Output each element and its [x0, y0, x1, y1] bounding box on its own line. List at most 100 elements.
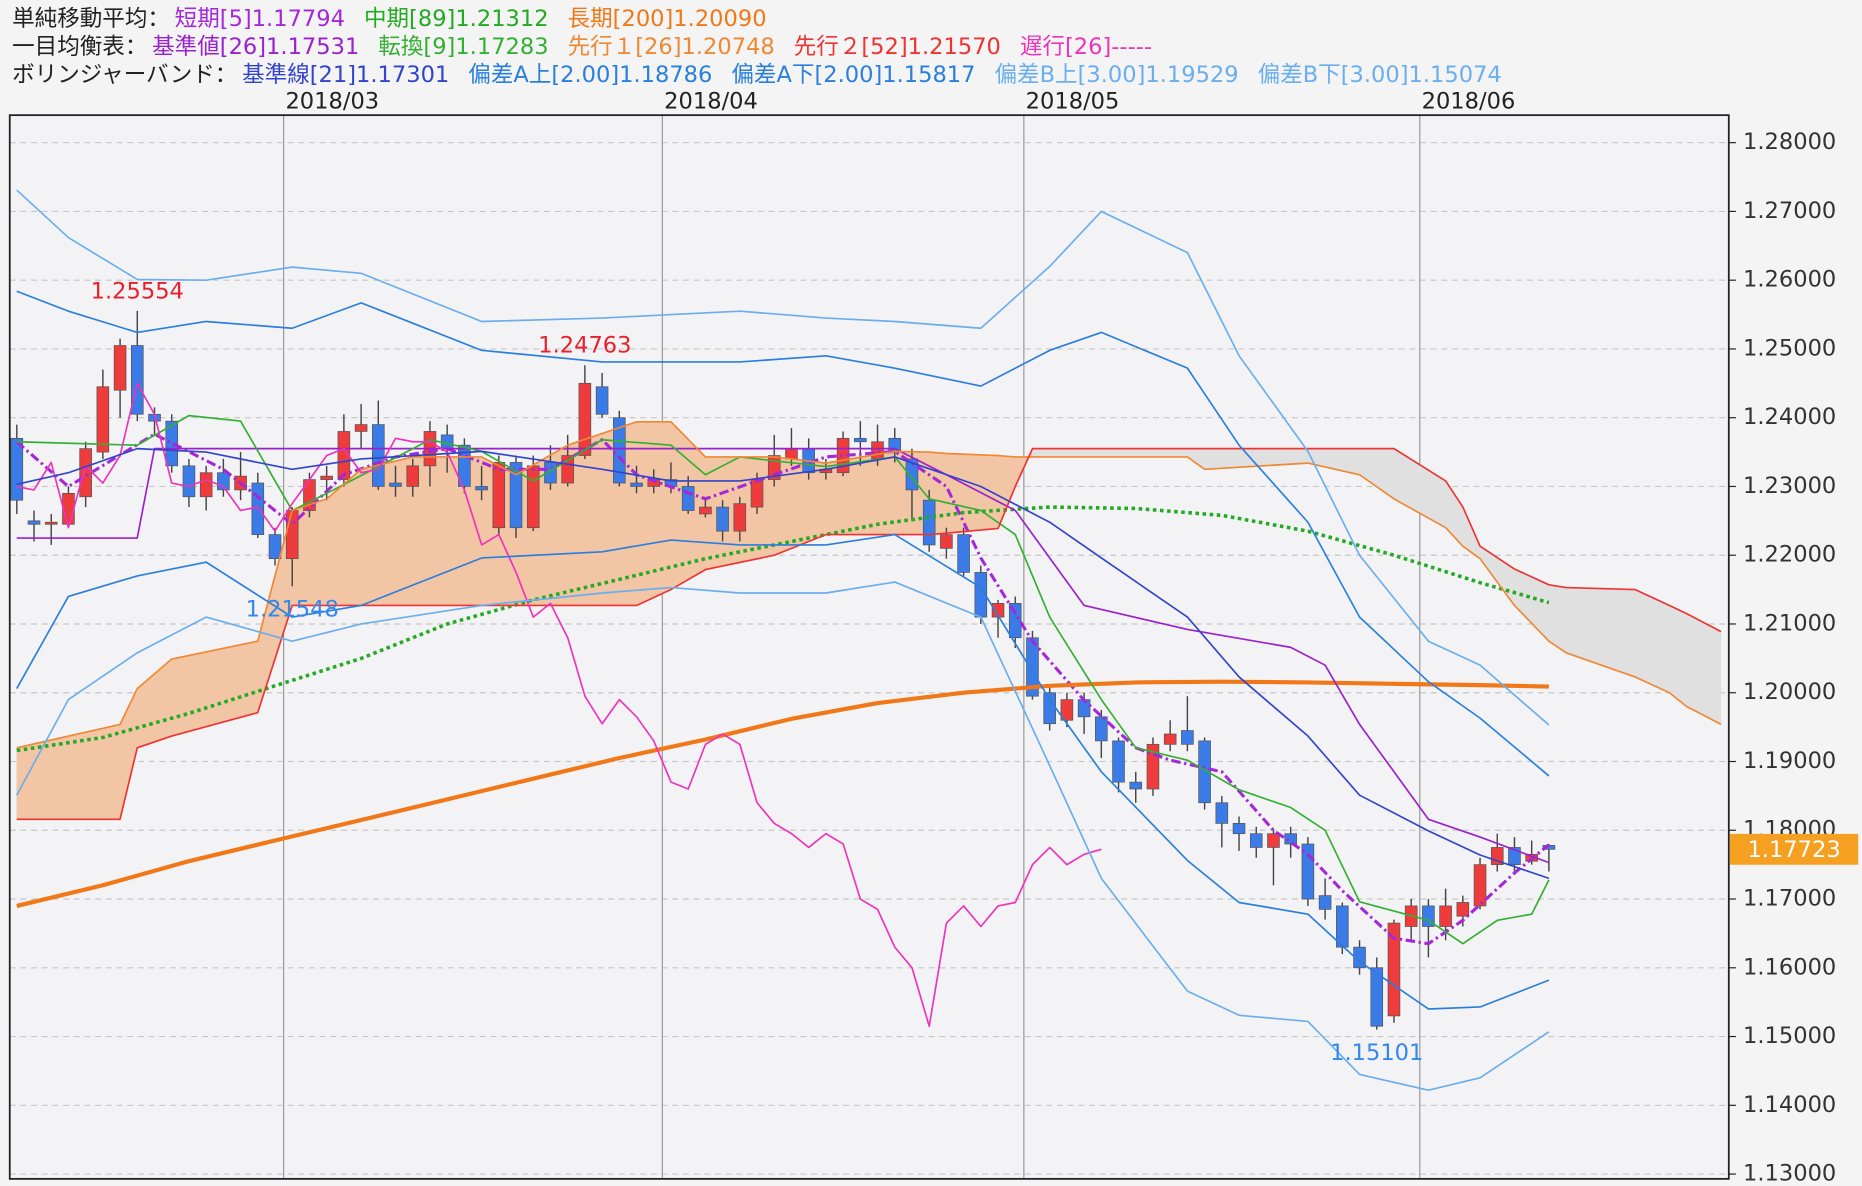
legend-entry: 偏差A上[2.00]1.18786: [468, 61, 712, 87]
indicator-line: [16, 290, 1550, 777]
legend-row: 単純移動平均： 短期[5]1.17794 中期[89]1.21312 長期[200]1…: [12, 5, 766, 31]
annotation: 1.21548: [246, 597, 339, 623]
annotation: 1.15101: [1330, 1040, 1423, 1066]
y-tick-label: 1.14000: [1743, 1092, 1836, 1118]
y-tick-label: 1.19000: [1743, 748, 1836, 774]
candle-body: [268, 534, 282, 560]
candle-body: [1284, 833, 1297, 845]
indicator-line: [16, 447, 1550, 864]
legend-entry: 偏差B上[3.00]1.19529: [994, 61, 1238, 87]
candle-body: [595, 386, 609, 415]
candle-body: [1095, 716, 1108, 742]
y-tick-label: 1.13000: [1743, 1161, 1836, 1186]
indicator-line: [16, 679, 1549, 908]
y-tick-label: 1.17000: [1743, 886, 1836, 912]
candle-body: [1473, 864, 1487, 907]
y-tick-label: 1.28000: [1743, 129, 1836, 155]
candle-body: [1490, 847, 1504, 865]
candle-body: [699, 506, 712, 515]
cloud-fill: [1032, 448, 1137, 458]
y-tick-label: 1.21000: [1743, 610, 1836, 636]
legend-group-label: ボリンジャーバンド：: [12, 61, 237, 87]
legend-entry: 偏差A下[2.00]1.15817: [731, 61, 975, 87]
cloud-fill: [946, 453, 999, 534]
candle-body: [389, 482, 402, 487]
cloud-fill: [1135, 448, 1188, 458]
candle-body: [1112, 740, 1125, 783]
candle-body: [79, 448, 92, 498]
y-tick-label: 1.16000: [1743, 954, 1836, 980]
candle-body: [991, 602, 1005, 618]
y-tick-label: 1.23000: [1743, 473, 1836, 499]
candle-body: [630, 482, 643, 487]
candle-body: [182, 465, 196, 498]
candle-body: [1060, 699, 1074, 721]
y-tick-label: 1.24000: [1743, 404, 1836, 430]
legend-entry: 遅行[26]-----: [1020, 33, 1152, 59]
candle-body: [475, 486, 488, 491]
candle-body: [354, 424, 368, 432]
candle-body: [320, 475, 333, 480]
candle-body: [957, 534, 970, 573]
candle-body: [940, 534, 953, 549]
indicator-line: [16, 533, 1550, 1010]
candle-body: [1422, 905, 1435, 927]
candle-body: [1439, 905, 1452, 927]
candle-body: [62, 492, 75, 525]
candle-body: [1129, 781, 1143, 790]
legend-group-label: 一目均衡表：: [12, 33, 147, 59]
y-tick-label: 1.25000: [1743, 335, 1836, 361]
x-tick-label: 2018/05: [1026, 89, 1120, 115]
y-tick-label: 1.15000: [1743, 1023, 1836, 1049]
candle-body: [458, 444, 471, 487]
candle-body: [440, 434, 454, 450]
candle-body: [1181, 730, 1194, 745]
candle-body: [1163, 733, 1177, 745]
x-tick-label: 2018/04: [664, 89, 758, 115]
candle-body: [613, 417, 626, 484]
candle-body: [1267, 833, 1280, 848]
candle-body: [1318, 895, 1332, 910]
legend-row: ボリンジャーバンド： 基準線[21]1.17301 偏差A上[2.00]1.1878…: [12, 61, 1502, 87]
last-price-box: [1729, 833, 1859, 865]
candle-body: [372, 424, 385, 487]
indicator-line: [16, 447, 1722, 821]
legend-entry: 中期[89]1.21312: [364, 5, 549, 31]
candle-body: [1370, 967, 1384, 1027]
candle-body: [217, 472, 230, 491]
candle-body: [1387, 922, 1401, 1017]
candle-body: [1353, 946, 1366, 969]
legend-group-label: 単純移動平均：: [12, 5, 170, 31]
candle-body: [578, 382, 592, 456]
candle-body: [767, 455, 781, 480]
legend-entry: 先行２[52]1.21570: [794, 33, 1001, 59]
indicator-line: [16, 414, 1550, 945]
candle-body: [1043, 692, 1056, 725]
candle-body: [1146, 743, 1160, 790]
candle-body: [10, 437, 24, 501]
candle-body: [854, 437, 867, 443]
plot: 1.25554 1.24763 1.21548 1.15101: [10, 189, 1722, 1092]
legend-entry: 偏差B下[3.00]1.15074: [1258, 61, 1502, 87]
legend-entry: 基準値[26]1.17531: [152, 33, 359, 59]
candle-body: [251, 482, 265, 535]
candle-body: [1336, 905, 1349, 948]
x-tick-label: 2018/03: [285, 89, 379, 115]
candle-body: [681, 486, 695, 511]
candle-body: [733, 503, 747, 532]
y-tick-label: 1.27000: [1743, 198, 1836, 224]
candle-body: [1215, 802, 1229, 824]
candle-body: [131, 345, 144, 415]
candle-body: [1232, 823, 1246, 835]
candle-body: [922, 499, 936, 546]
indicator-line: [16, 447, 1550, 880]
indicator-line: [16, 581, 1550, 1092]
candle-body: [716, 506, 729, 532]
candle-body: [785, 448, 798, 460]
candle-body: [1026, 637, 1039, 697]
candle-body: [526, 465, 540, 529]
legend-row: 一目均衡表： 基準値[26]1.17531 転換[9]1.17283 先行１[26]1…: [12, 33, 1152, 59]
legend-entry: 基準線[21]1.17301: [242, 61, 449, 87]
